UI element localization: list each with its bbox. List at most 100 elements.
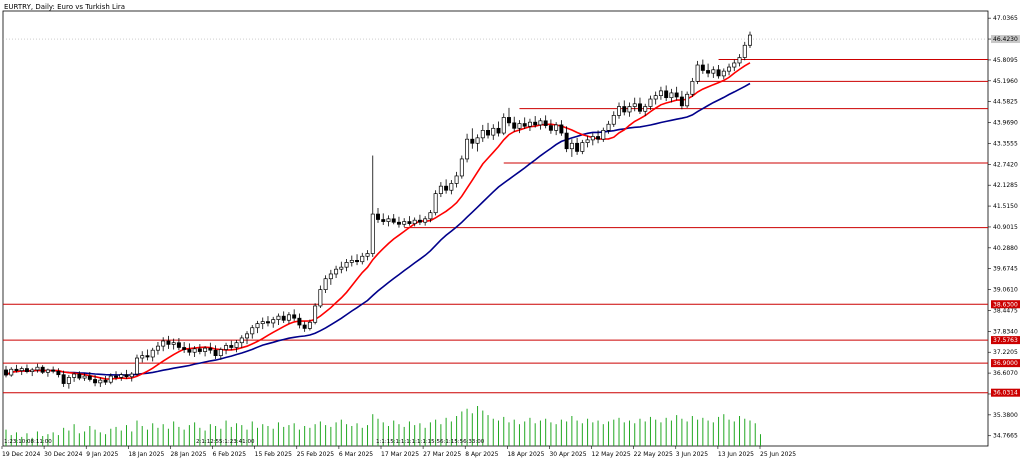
candle-body <box>454 175 459 184</box>
candle-body <box>711 69 716 74</box>
candle-body <box>176 342 181 348</box>
candle-body <box>45 369 50 373</box>
candle-body <box>197 348 202 352</box>
candle-body <box>459 158 464 177</box>
candle-body <box>653 95 658 100</box>
candle-body <box>87 375 92 380</box>
level-badge <box>991 300 1020 309</box>
candle-body <box>334 268 339 275</box>
candle-body <box>438 185 443 194</box>
y-tick-label: 42.1285 <box>993 182 1018 189</box>
candle-body <box>491 127 496 136</box>
candle-body <box>611 115 616 125</box>
candle-body <box>465 138 470 160</box>
candle-body <box>381 219 386 222</box>
candle-body <box>533 121 538 126</box>
candle-body <box>596 136 601 140</box>
candle-body <box>307 321 312 329</box>
candle-body <box>522 123 527 127</box>
candle-body <box>108 375 113 383</box>
level-badge-label: 36.0314 <box>993 390 1018 397</box>
candle-body <box>548 125 553 131</box>
candle-body <box>658 90 663 96</box>
y-tick-label: 42.7420 <box>993 161 1018 168</box>
candle-body <box>360 255 365 263</box>
candle-body <box>517 123 522 129</box>
candle-body <box>564 132 569 150</box>
y-tick-label: 43.3555 <box>993 140 1018 147</box>
candle-body <box>365 253 370 257</box>
volume-info-label: 2:1:12:55:1:23:41:00 <box>196 439 255 445</box>
x-tick-label: 27 Mar 2025 <box>423 451 461 458</box>
candle-body <box>208 347 213 351</box>
candle-body <box>51 369 56 372</box>
candle-body <box>402 221 407 225</box>
candle-body <box>187 349 192 353</box>
candle-body <box>161 340 166 347</box>
y-tick-label: 45.1960 <box>993 78 1018 85</box>
candle-body <box>286 314 291 321</box>
candle-body <box>245 333 249 339</box>
candle-body <box>732 62 737 68</box>
y-tick-label: 39.0610 <box>993 287 1018 294</box>
candle-body <box>527 121 532 127</box>
x-tick-label: 9 Jan 2025 <box>86 451 118 458</box>
candle-body <box>344 262 349 268</box>
x-tick-label: 25 Feb 2025 <box>297 451 335 458</box>
moving-average-slow <box>5 82 751 376</box>
candle-body <box>721 70 726 77</box>
candle-body <box>182 347 187 350</box>
candle-body <box>407 221 412 224</box>
y-tick-label: 38.4475 <box>993 307 1018 314</box>
volume-info-label: 1:1:15:1:1:1:1:1:1:15:56:1:15:56:33:00 <box>376 439 485 445</box>
level-badge <box>991 359 1020 368</box>
candle-body <box>30 369 35 372</box>
level-badge-label: 37.5763 <box>993 337 1018 344</box>
candle-body <box>255 323 260 329</box>
candle-body <box>297 317 302 326</box>
candle-body <box>265 321 270 324</box>
plot-frame <box>2 10 989 447</box>
candle-body <box>480 129 485 139</box>
candle-body <box>313 305 318 323</box>
candle-body <box>580 142 585 152</box>
moving-average-fast <box>5 62 751 380</box>
current-price-badge <box>991 35 1020 44</box>
x-tick-label: 19 Dec 2024 <box>2 451 41 458</box>
x-tick-label: 30 Apr 2025 <box>549 451 586 458</box>
candle-body <box>93 379 98 384</box>
volume-info-label: 1:23:10:08:11:00 <box>4 439 52 445</box>
candle-body <box>627 106 632 113</box>
candle-body <box>349 260 354 263</box>
y-tick-label: 34.7665 <box>993 433 1018 440</box>
x-tick-label: 12 May 2025 <box>592 451 631 458</box>
candle-body <box>669 92 674 99</box>
candle-body <box>679 96 684 107</box>
candle-body <box>302 324 307 329</box>
candle-body <box>4 369 8 376</box>
candle-body <box>276 315 281 320</box>
candle-body <box>742 44 747 58</box>
candle-body <box>114 375 119 378</box>
candle-body <box>727 66 732 72</box>
candle-body <box>370 213 375 254</box>
y-tick-label: 35.3800 <box>993 412 1018 419</box>
y-tick-label: 44.5825 <box>993 99 1018 106</box>
candle-body <box>695 64 700 82</box>
candle-body <box>501 117 506 134</box>
candle-body <box>386 218 391 222</box>
level-badge-label: 38.6300 <box>993 301 1018 308</box>
candle-body <box>218 349 223 356</box>
candle-body <box>77 373 82 379</box>
candle-body <box>622 106 627 113</box>
candle-body <box>475 137 480 144</box>
candle-body <box>637 103 642 112</box>
x-tick-label: 15 Feb 2025 <box>255 451 293 458</box>
candle-body <box>318 289 323 307</box>
candle-body <box>119 374 124 378</box>
candle-body <box>323 278 328 290</box>
candle-body <box>606 123 611 131</box>
candle-body <box>150 349 155 358</box>
candle-body <box>486 129 491 136</box>
